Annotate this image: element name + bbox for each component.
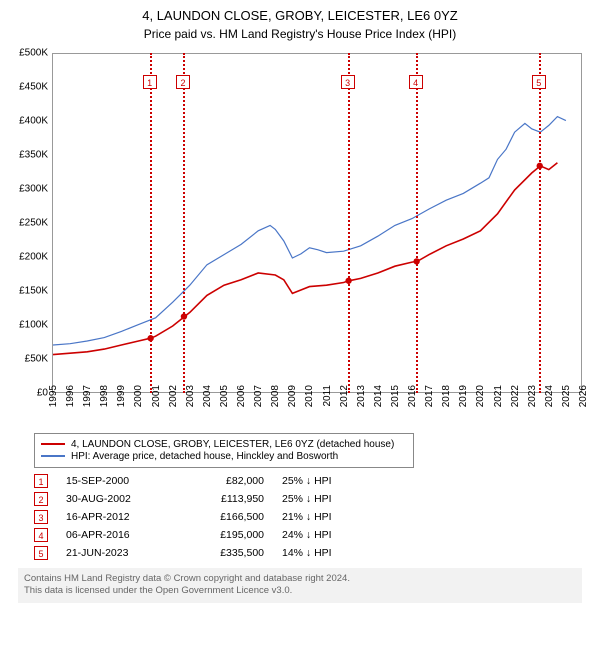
row-diff: 14% ↓ HPI: [282, 547, 372, 559]
x-axis-label: 2023: [527, 385, 538, 415]
x-axis-label: 2005: [219, 385, 230, 415]
row-marker: 3: [34, 510, 48, 524]
row-marker: 4: [34, 528, 48, 542]
y-axis-label: £350K: [6, 149, 48, 160]
row-marker: 2: [34, 492, 48, 506]
x-axis-label: 2016: [407, 385, 418, 415]
x-axis-label: 2015: [390, 385, 401, 415]
y-axis-label: £50K: [6, 353, 48, 364]
y-axis-label: £250K: [6, 217, 48, 228]
series-line: [53, 163, 557, 355]
legend: 4, LAUNDON CLOSE, GROBY, LEICESTER, LE6 …: [34, 433, 414, 468]
x-axis-label: 2000: [133, 385, 144, 415]
row-date: 21-JUN-2023: [66, 547, 166, 559]
row-price: £166,500: [184, 511, 264, 523]
x-axis-label: 2004: [202, 385, 213, 415]
sales-row: 3 16-APR-2012 £166,500 21% ↓ HPI: [34, 510, 582, 524]
x-axis-label: 2025: [561, 385, 572, 415]
y-axis-label: £400K: [6, 115, 48, 126]
chart-area: £0 £50K £100K £150K £200K £250K £300K £350K £400…: [6, 47, 594, 427]
legend-row: 4, LAUNDON CLOSE, GROBY, LEICESTER, LE6 …: [41, 439, 407, 450]
event-marker: 4: [409, 75, 423, 89]
row-date: 06-APR-2016: [66, 529, 166, 541]
x-axis-label: 2007: [253, 385, 264, 415]
x-axis-label: 2024: [544, 385, 555, 415]
chart-container: 4, LAUNDON CLOSE, GROBY, LEICESTER, LE6 …: [0, 0, 600, 609]
y-axis-label: £150K: [6, 285, 48, 296]
row-price: £113,950: [184, 493, 264, 505]
x-axis-label: 2014: [373, 385, 384, 415]
y-axis-label: £100K: [6, 319, 48, 330]
series-line: [53, 116, 566, 344]
sales-row: 1 15-SEP-2000 £82,000 25% ↓ HPI: [34, 474, 582, 488]
plot-frame: [52, 53, 582, 393]
y-axis-label: £500K: [6, 47, 48, 58]
x-axis-label: 2018: [441, 385, 452, 415]
chart-title: 4, LAUNDON CLOSE, GROBY, LEICESTER, LE6 …: [6, 8, 594, 25]
row-date: 15-SEP-2000: [66, 475, 166, 487]
footer-line-1: Contains HM Land Registry data © Crown c…: [24, 573, 576, 585]
x-axis-label: 2021: [493, 385, 504, 415]
x-axis-label: 1997: [82, 385, 93, 415]
x-axis-label: 2017: [424, 385, 435, 415]
row-diff: 25% ↓ HPI: [282, 475, 372, 487]
sales-row: 4 06-APR-2016 £195,000 24% ↓ HPI: [34, 528, 582, 542]
event-line: [183, 53, 185, 393]
y-axis-label: £200K: [6, 251, 48, 262]
x-axis-label: 2002: [168, 385, 179, 415]
x-axis-label: 2003: [185, 385, 196, 415]
x-axis-label: 2012: [339, 385, 350, 415]
x-axis-label: 2019: [458, 385, 469, 415]
row-marker: 1: [34, 474, 48, 488]
event-line: [348, 53, 350, 393]
x-axis-label: 2008: [270, 385, 281, 415]
x-axis-label: 2013: [356, 385, 367, 415]
row-diff: 21% ↓ HPI: [282, 511, 372, 523]
event-line: [416, 53, 418, 393]
event-line: [539, 53, 541, 393]
x-axis-label: 2001: [151, 385, 162, 415]
x-axis-label: 2020: [475, 385, 486, 415]
row-date: 30-AUG-2002: [66, 493, 166, 505]
event-marker: 2: [176, 75, 190, 89]
x-axis-label: 2010: [304, 385, 315, 415]
legend-swatch: [41, 443, 65, 445]
row-date: 16-APR-2012: [66, 511, 166, 523]
sales-table: 1 15-SEP-2000 £82,000 25% ↓ HPI 2 30-AUG-2002…: [34, 474, 582, 560]
event-marker: 3: [341, 75, 355, 89]
row-price: £335,500: [184, 547, 264, 559]
y-axis-label: £0: [6, 387, 48, 398]
line-series: [53, 54, 583, 394]
legend-label: 4, LAUNDON CLOSE, GROBY, LEICESTER, LE6 …: [71, 439, 394, 450]
legend-swatch: [41, 455, 65, 457]
chart-subtitle: Price paid vs. HM Land Registry's House …: [6, 27, 594, 41]
legend-label: HPI: Average price, detached house, Hinc…: [71, 451, 338, 462]
row-price: £195,000: [184, 529, 264, 541]
x-axis-label: 2006: [236, 385, 247, 415]
row-diff: 24% ↓ HPI: [282, 529, 372, 541]
x-axis-label: 1998: [99, 385, 110, 415]
x-axis-label: 1995: [48, 385, 59, 415]
legend-row: HPI: Average price, detached house, Hinc…: [41, 451, 407, 462]
event-marker: 5: [532, 75, 546, 89]
sales-row: 2 30-AUG-2002 £113,950 25% ↓ HPI: [34, 492, 582, 506]
x-axis-label: 2011: [322, 385, 333, 415]
y-axis-label: £300K: [6, 183, 48, 194]
x-axis-label: 2009: [287, 385, 298, 415]
footer-attribution: Contains HM Land Registry data © Crown c…: [18, 568, 582, 603]
footer-line-2: This data is licensed under the Open Gov…: [24, 585, 576, 597]
row-diff: 25% ↓ HPI: [282, 493, 372, 505]
row-price: £82,000: [184, 475, 264, 487]
x-axis-label: 1999: [116, 385, 127, 415]
y-axis-label: £450K: [6, 81, 48, 92]
sales-row: 5 21-JUN-2023 £335,500 14% ↓ HPI: [34, 546, 582, 560]
event-line: [150, 53, 152, 393]
x-axis-label: 1996: [65, 385, 76, 415]
x-axis-label: 2022: [510, 385, 521, 415]
x-axis-label: 2026: [578, 385, 589, 415]
event-marker: 1: [143, 75, 157, 89]
row-marker: 5: [34, 546, 48, 560]
